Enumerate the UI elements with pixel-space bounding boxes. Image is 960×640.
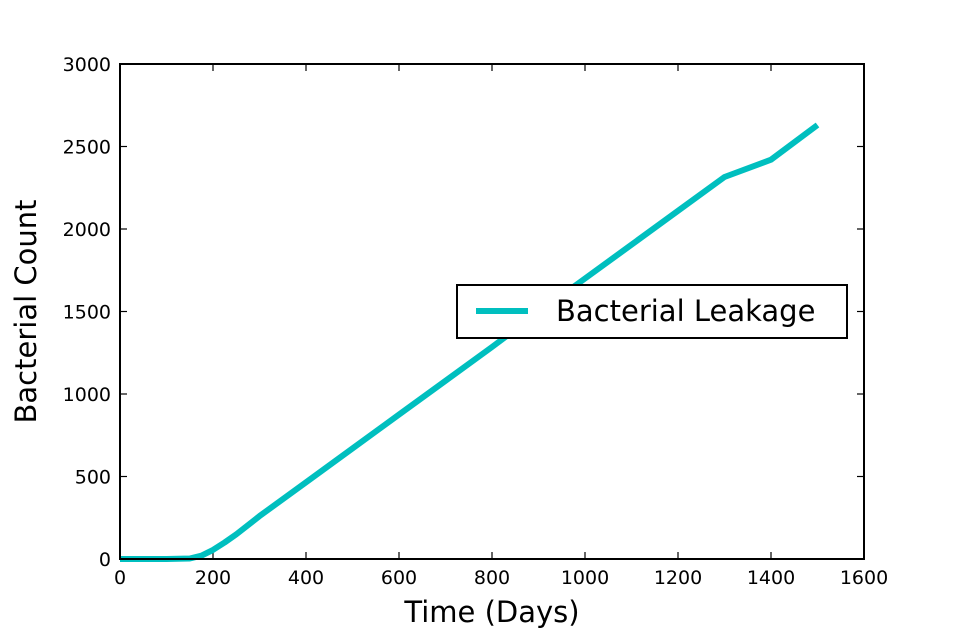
y-axis-label: Bacterial Count	[9, 200, 43, 424]
series-layer	[120, 122, 820, 562]
y-tick-label: 500	[75, 467, 111, 489]
y-tick-label: 1000	[63, 384, 111, 406]
y-tick-label: 3000	[63, 54, 111, 76]
y-tick-label: 2500	[63, 137, 111, 159]
labels-layer: Time (Days) Bacterial Count	[9, 200, 580, 629]
ticks-layer: 0 200 400 600 800 1000 1200 1400 1600 0 500 1000 150…	[63, 54, 889, 589]
x-tick-label: 1600	[840, 567, 888, 589]
x-tick-label: 1000	[561, 567, 609, 589]
y-tick-label: 1500	[63, 302, 111, 324]
x-tick-label: 1400	[747, 567, 795, 589]
x-axis-label: Time (Days)	[403, 595, 579, 629]
x-tick-label: 600	[381, 567, 417, 589]
x-tick-label: 400	[288, 567, 324, 589]
x-tick-label: 0	[114, 567, 126, 589]
x-tick-label: 1200	[654, 567, 702, 589]
legend: Bacterial Leakage	[456, 284, 848, 339]
y-tick-label: 2000	[63, 219, 111, 241]
x-tick-label: 800	[474, 567, 510, 589]
series-line-bacterial-leakage	[120, 122, 820, 562]
y-tick-label: 0	[99, 549, 111, 571]
legend-label-bacterial-leakage: Bacterial Leakage	[556, 294, 815, 328]
plot-frame	[119, 63, 865, 560]
x-tick-label: 200	[195, 567, 231, 589]
